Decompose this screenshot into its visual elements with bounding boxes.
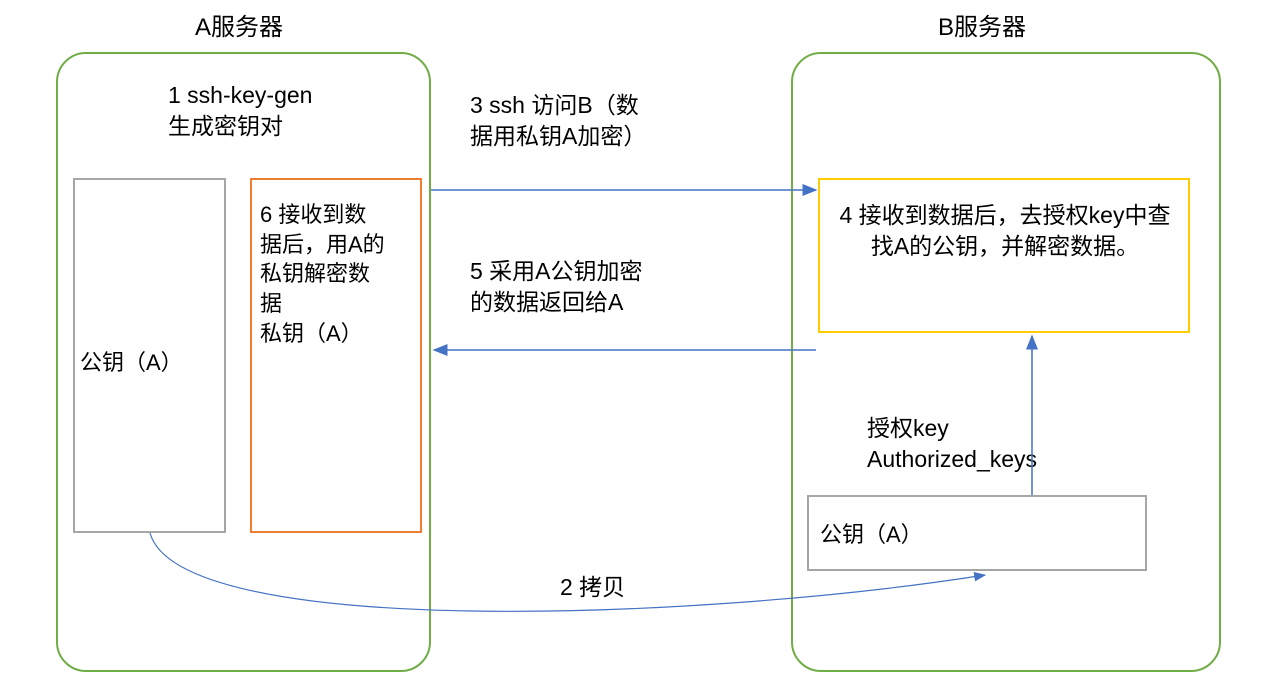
arrows-layer — [0, 0, 1283, 676]
arrow-step2-curve — [150, 533, 985, 611]
diagram-canvas: A服务器 B服务器 1 ssh-key-gen 生成密钥对 公钥（A） 6 接收… — [0, 0, 1283, 676]
